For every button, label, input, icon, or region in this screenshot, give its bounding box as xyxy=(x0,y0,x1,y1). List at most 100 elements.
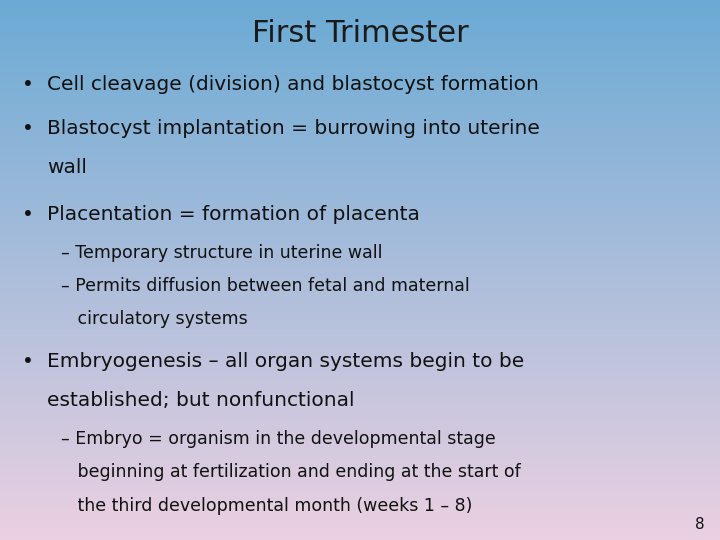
Bar xyxy=(0,212,720,213)
Text: •: • xyxy=(22,119,33,138)
Bar xyxy=(0,281,720,282)
Bar xyxy=(0,90,720,92)
Bar xyxy=(0,63,720,65)
Bar xyxy=(0,393,720,394)
Bar xyxy=(0,192,720,193)
Bar xyxy=(0,62,720,63)
Bar xyxy=(0,377,720,378)
Bar xyxy=(0,418,720,420)
Bar xyxy=(0,240,720,241)
Bar xyxy=(0,98,720,100)
Bar xyxy=(0,118,720,119)
Bar xyxy=(0,200,720,201)
Bar xyxy=(0,242,720,243)
Bar xyxy=(0,205,720,206)
Bar xyxy=(0,141,720,143)
Bar xyxy=(0,532,720,534)
Bar xyxy=(0,481,720,482)
Bar xyxy=(0,408,720,409)
Bar xyxy=(0,460,720,462)
Bar xyxy=(0,339,720,340)
Bar xyxy=(0,193,720,194)
Bar xyxy=(0,154,720,156)
Bar xyxy=(0,307,720,308)
Bar xyxy=(0,469,720,470)
Bar xyxy=(0,28,720,30)
Text: Blastocyst implantation = burrowing into uterine: Blastocyst implantation = burrowing into… xyxy=(47,119,540,138)
Bar xyxy=(0,319,720,320)
Bar xyxy=(0,6,720,8)
Bar xyxy=(0,139,720,140)
Bar xyxy=(0,314,720,316)
Bar xyxy=(0,56,720,57)
Bar xyxy=(0,438,720,440)
Bar xyxy=(0,301,720,302)
Bar xyxy=(0,150,720,151)
Bar xyxy=(0,162,720,163)
Bar xyxy=(0,184,720,185)
Bar xyxy=(0,24,720,25)
Bar xyxy=(0,402,720,404)
Bar xyxy=(0,120,720,122)
Bar xyxy=(0,93,720,94)
Bar xyxy=(0,363,720,364)
Bar xyxy=(0,151,720,152)
Bar xyxy=(0,189,720,191)
Bar xyxy=(0,198,720,200)
Bar xyxy=(0,219,720,220)
Bar xyxy=(0,514,720,516)
Bar xyxy=(0,361,720,362)
Bar xyxy=(0,111,720,112)
Bar xyxy=(0,327,720,328)
Bar xyxy=(0,233,720,235)
Bar xyxy=(0,364,720,366)
Bar xyxy=(0,417,720,418)
Bar xyxy=(0,102,720,103)
Bar xyxy=(0,428,720,429)
Bar xyxy=(0,275,720,276)
Bar xyxy=(0,43,720,45)
Bar xyxy=(0,316,720,317)
Bar xyxy=(0,343,720,345)
Bar xyxy=(0,507,720,508)
Bar xyxy=(0,247,720,248)
Bar xyxy=(0,273,720,274)
Text: Embryogenesis – all organ systems begin to be: Embryogenesis – all organ systems begin … xyxy=(47,352,524,371)
Bar xyxy=(0,526,720,528)
Bar xyxy=(0,159,720,160)
Bar xyxy=(0,390,720,392)
Bar xyxy=(0,440,720,442)
Bar xyxy=(0,406,720,408)
Bar xyxy=(0,340,720,341)
Bar xyxy=(0,274,720,275)
Bar xyxy=(0,126,720,127)
Bar xyxy=(0,172,720,173)
Bar xyxy=(0,258,720,259)
Bar xyxy=(0,17,720,19)
Bar xyxy=(0,368,720,370)
Text: First Trimester: First Trimester xyxy=(251,19,469,48)
Text: the third developmental month (weeks 1 – 8): the third developmental month (weeks 1 –… xyxy=(61,497,472,515)
Bar xyxy=(0,206,720,208)
Bar xyxy=(0,444,720,446)
Bar xyxy=(0,443,720,444)
Bar xyxy=(0,464,720,465)
Bar xyxy=(0,287,720,289)
Bar xyxy=(0,85,720,86)
Bar xyxy=(0,256,720,258)
Bar xyxy=(0,332,720,333)
Bar xyxy=(0,4,720,5)
Bar xyxy=(0,356,720,357)
Bar xyxy=(0,231,720,232)
Bar xyxy=(0,185,720,186)
Bar xyxy=(0,309,720,310)
Bar xyxy=(0,87,720,89)
Bar xyxy=(0,92,720,93)
Bar xyxy=(0,352,720,354)
Bar xyxy=(0,472,720,474)
Bar xyxy=(0,278,720,280)
Bar xyxy=(0,500,720,501)
Bar xyxy=(0,30,720,31)
Bar xyxy=(0,86,720,87)
Text: Cell cleavage (division) and blastocyst formation: Cell cleavage (division) and blastocyst … xyxy=(47,75,539,93)
